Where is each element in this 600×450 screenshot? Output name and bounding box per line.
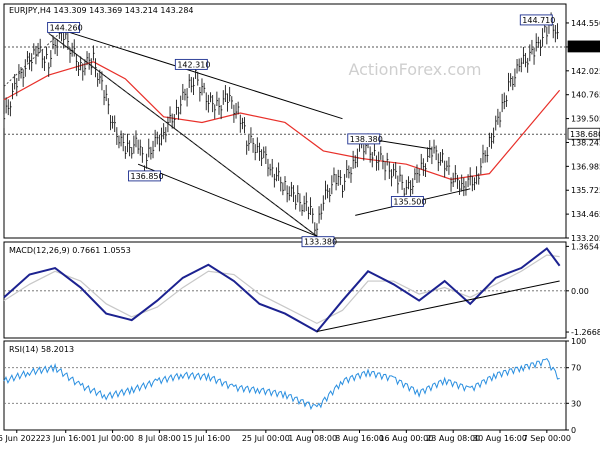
- price-annotation-box: [47, 22, 81, 33]
- ma-line: [3, 61, 561, 180]
- price-annotation-label: 144.260: [50, 23, 83, 32]
- x-tick-label: 16 Jun 2022: [0, 434, 41, 443]
- watermark: ActionForex.com: [348, 60, 481, 79]
- rsi-y-tick-label: 0: [571, 426, 576, 435]
- x-tick-label: 23 Jun 16:00: [40, 434, 91, 443]
- macd-y-tick-label: 0.00: [571, 287, 589, 296]
- price-annotation-box: [174, 58, 208, 70]
- y-tick-label: 135.725: [571, 186, 600, 195]
- macd-signal-line: [3, 254, 560, 325]
- pane-frame-0: [3, 3, 567, 239]
- macd-trendline: [316, 280, 560, 332]
- price-hline-box: [567, 127, 600, 140]
- price-annotation-label: 133.380: [304, 238, 337, 247]
- x-tick-label: 8 Aug 16:00: [335, 434, 384, 443]
- macd-title: MACD(12,26,9) 0.7661 1.0553: [9, 246, 131, 255]
- rsi-y-tick-label: 70: [571, 364, 581, 373]
- price-trendline: [137, 163, 318, 237]
- x-tick-label: 1 Aug 08:00: [288, 434, 337, 443]
- y-tick-label: 138.245: [571, 138, 600, 147]
- price-annotation-label: 144.710: [522, 16, 555, 25]
- x-tick-label: 23 Aug 08:00: [426, 434, 480, 443]
- y-tick-label: 142.025: [571, 67, 600, 76]
- x-tick-label: 25 Jul 00:00: [242, 434, 290, 443]
- last-price-label: 143.284: [570, 43, 600, 52]
- price-annotation-box: [519, 14, 553, 26]
- rsi-line: [3, 357, 560, 411]
- rsi-title: RSI(14) 58.2013: [9, 345, 74, 354]
- price-annotation-label: 142.310: [177, 60, 210, 69]
- price-annotation-label: 135.500: [393, 197, 426, 206]
- x-tick-label: 1 Jul 00:00: [91, 434, 134, 443]
- pane-frame-2: [3, 340, 567, 431]
- price-bars: [3, 12, 559, 238]
- price-annotation-box: [128, 170, 161, 182]
- x-tick-label: 16 Aug 00:00: [379, 434, 433, 443]
- price-annotation-box: [301, 236, 335, 248]
- y-tick-label: 144.550: [571, 19, 600, 28]
- y-tick-label: 134.465: [571, 210, 600, 219]
- x-tick-label: 8 Jul 08:00: [138, 434, 181, 443]
- x-tick-label: 7 Sep 00:00: [523, 434, 571, 443]
- price-annotation-box: [347, 133, 381, 145]
- pane-frame-1: [3, 241, 567, 339]
- price-hline-label: 138.680: [570, 130, 600, 139]
- price-pane-title: EURJPY,H4 143.309 143.369 143.214 143.28…: [9, 6, 194, 15]
- y-tick-label: 133.205: [571, 234, 600, 243]
- price-dotted-trendline: [3, 31, 62, 87]
- macd-line: [3, 247, 561, 333]
- macd-y-tick-label: -1.2668: [571, 328, 600, 337]
- y-tick-label: 140.765: [571, 91, 600, 100]
- y-tick-label: 139.505: [571, 115, 600, 124]
- price-annotation-label: 138.380: [350, 135, 383, 144]
- last-price-box: [568, 40, 600, 52]
- y-tick-label: 136.985: [571, 162, 600, 171]
- price-dashed-trendline: [48, 32, 318, 237]
- x-tick-label: 30 Aug 16:00: [473, 434, 527, 443]
- rsi-y-tick-label: 30: [571, 399, 581, 408]
- rsi-y-tick-label: 100: [571, 337, 586, 346]
- price-annotation-box: [390, 196, 424, 207]
- x-tick-label: 15 Jul 16:00: [182, 434, 230, 443]
- macd-y-tick-label: 1.3654: [571, 242, 599, 251]
- price-annotation-label: 136.850: [131, 172, 164, 181]
